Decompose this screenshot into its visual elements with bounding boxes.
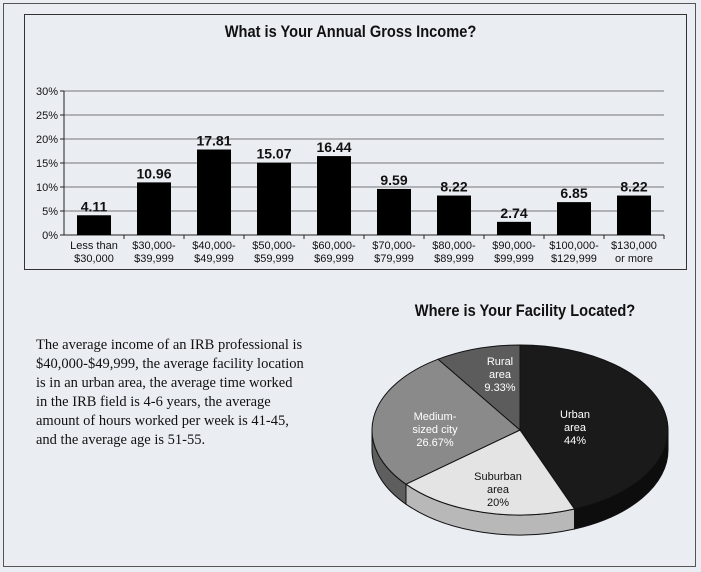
page-frame: [3, 3, 696, 567]
income-chart-title: What is Your Annual Gross Income?: [224, 22, 477, 41]
income-chart-panel: [24, 14, 687, 270]
summary-paragraph: The average income of an IRB professiona…: [36, 337, 304, 448]
facility-chart-title: Where is Your Facility Located?: [414, 301, 636, 320]
